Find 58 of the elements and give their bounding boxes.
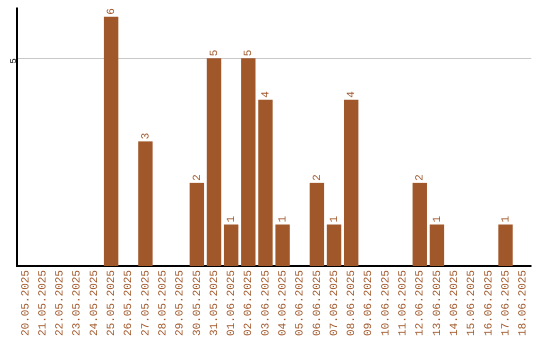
x-tick-label: 21.05.2025 (37, 270, 50, 336)
bar (344, 100, 358, 266)
data-label: 1 (278, 215, 290, 222)
x-tick-label: 11.06.2025 (398, 270, 410, 336)
x-tick-label: 30.05.2025 (192, 270, 204, 336)
data-label: 6 (106, 8, 118, 15)
x-tick-label: 15.06.2025 (466, 270, 478, 336)
x-tick-label: 28.05.2025 (157, 270, 170, 336)
bar (430, 224, 444, 266)
data-label: 1 (328, 215, 341, 222)
x-tick-label: 04.06.2025 (278, 270, 290, 336)
bar (326, 224, 342, 266)
bar (190, 182, 204, 266)
x-tick-label: 09.06.2025 (363, 270, 376, 336)
data-label: 4 (346, 90, 358, 98)
bar (104, 16, 118, 266)
bar (275, 224, 290, 266)
x-tick-label: 03.06.2025 (260, 270, 272, 336)
x-tick-label: 17.06.2025 (500, 270, 512, 336)
bar (206, 58, 222, 266)
bar (498, 224, 513, 266)
x-tick-label: 27.05.2025 (140, 270, 152, 336)
bar (412, 182, 427, 266)
data-label: 3 (140, 132, 152, 140)
bar (241, 58, 256, 266)
x-tick-label: 06.06.2025 (312, 270, 324, 336)
x-tick-label: 12.06.2025 (414, 270, 427, 336)
data-label: 5 (208, 50, 221, 56)
data-label: 1 (226, 215, 238, 222)
x-tick-label: 01.06.2025 (226, 270, 238, 336)
x-tick-label: 22.05.2025 (54, 270, 67, 336)
data-label: 5 (243, 50, 256, 56)
bar (224, 224, 238, 266)
x-tick-label: 31.05.2025 (208, 270, 221, 336)
bar (258, 100, 273, 266)
x-tick-label: 13.06.2025 (432, 270, 444, 336)
x-tick-label: 23.05.2025 (72, 270, 84, 336)
x-tick-label: 26.05.2025 (123, 270, 136, 336)
x-tick-label: 07.06.2025 (328, 270, 341, 336)
bar (310, 182, 324, 266)
x-tick-label: 25.05.2025 (106, 270, 118, 336)
data-label: 2 (312, 174, 324, 181)
x-tick-label: 18.06.2025 (518, 270, 530, 336)
data-label: 4 (260, 90, 272, 98)
bar (138, 141, 153, 266)
x-tick-label: 29.05.2025 (174, 270, 187, 336)
data-label: 2 (414, 174, 427, 181)
x-tick-label: 14.06.2025 (448, 270, 461, 336)
x-tick-label: 02.06.2025 (243, 270, 256, 336)
x-tick-label: 08.06.2025 (346, 270, 358, 336)
data-label: 2 (192, 174, 204, 181)
x-tick-label: 05.06.2025 (294, 270, 307, 336)
x-tick-label: 24.05.2025 (88, 270, 101, 336)
x-tick-label: 16.06.2025 (483, 270, 496, 336)
x-tick-label: 10.06.2025 (380, 270, 392, 336)
data-label: 1 (500, 215, 512, 222)
x-tick-label: 20.05.2025 (20, 270, 32, 336)
data-label: 1 (432, 215, 444, 222)
